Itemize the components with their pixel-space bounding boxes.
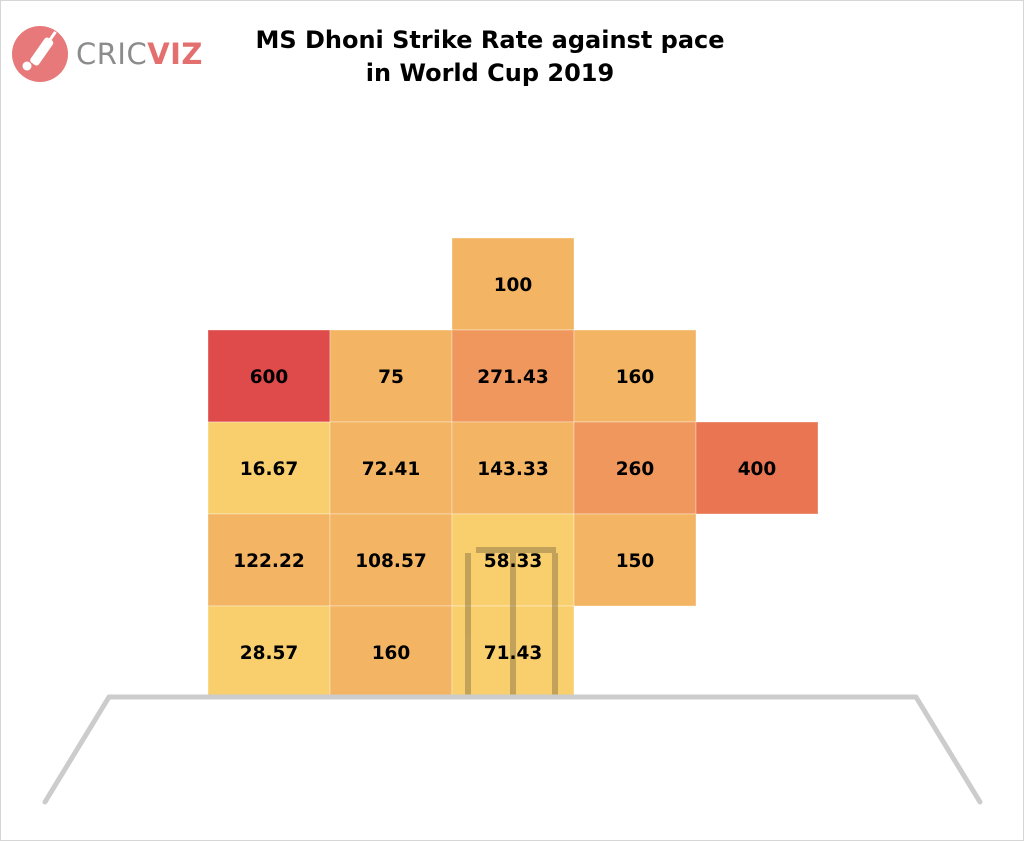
chart-title: MS Dhoni Strike Rate against pace — [255, 26, 725, 54]
stump-middle — [510, 553, 516, 696]
heatmap-cell — [207, 421, 331, 515]
brand-logo: CRICVIZ — [10, 22, 203, 86]
heatmap-cell-label: 75 — [378, 367, 404, 388]
heatmap-cells — [207, 237, 819, 699]
heatmap-cell — [695, 421, 819, 515]
heatmap-cell-label: 72.41 — [362, 459, 421, 480]
heatmap-labels: 100 600 75 271.43 160 16.67 72.41 143.33 260 400 1… — [233, 275, 776, 664]
heatmap-cell-label: 122.22 — [233, 551, 304, 572]
cricket-bat-ball-icon — [12, 26, 68, 82]
heatmap-cell-label: 400 — [738, 459, 777, 480]
heatmap-cell — [451, 513, 575, 607]
heatmap-cell-label: 160 — [372, 643, 411, 664]
heatmap-cell-label: 150 — [616, 551, 655, 572]
stumps-bail — [476, 547, 556, 553]
heatmap-cell — [329, 329, 453, 423]
heatmap-cell-label: 160 — [616, 367, 655, 388]
brand-suffix: VIZ — [147, 37, 203, 71]
heatmap-cell-label: 260 — [616, 459, 655, 480]
stumps — [465, 547, 558, 696]
heatmap-cell-label: 143.33 — [477, 459, 548, 480]
heatmap-cell-label: 28.57 — [240, 643, 299, 664]
stump-left — [465, 553, 471, 696]
chart-subtitle: in World Cup 2019 — [365, 59, 615, 87]
heatmap-cell — [573, 513, 697, 607]
heatmap-cell — [573, 421, 697, 515]
heatmap-cell — [573, 329, 697, 423]
heatmap-cell — [329, 421, 453, 515]
heatmap-cell-label: 108.57 — [355, 551, 426, 572]
heatmap-cell-label: 271.43 — [477, 367, 548, 388]
pitch-outline — [42, 694, 983, 805]
brand-prefix: CRIC — [76, 37, 148, 71]
stump-right — [552, 553, 558, 696]
heatmap-cell — [329, 513, 453, 607]
heatmap-cell — [451, 421, 575, 515]
heatmap-cell — [207, 329, 331, 423]
heatmap-cell-label: 600 — [250, 367, 289, 388]
pitch-crease-line — [42, 694, 983, 805]
heatmap-cell-label: 100 — [494, 275, 533, 296]
heatmap-cell — [207, 513, 331, 607]
heatmap-cell — [451, 329, 575, 423]
heatmap-cell — [329, 605, 453, 699]
brand-wordmark: CRICVIZ — [76, 37, 203, 71]
heatmap-cell-label: 16.67 — [240, 459, 299, 480]
chart-title-block: MS Dhoni Strike Rate against pace in Wor… — [190, 24, 790, 90]
heatmap-cell-label: 71.43 — [484, 643, 543, 664]
heatmap-cell — [451, 605, 575, 699]
heatmap-cell-label: 58.33 — [484, 551, 543, 572]
